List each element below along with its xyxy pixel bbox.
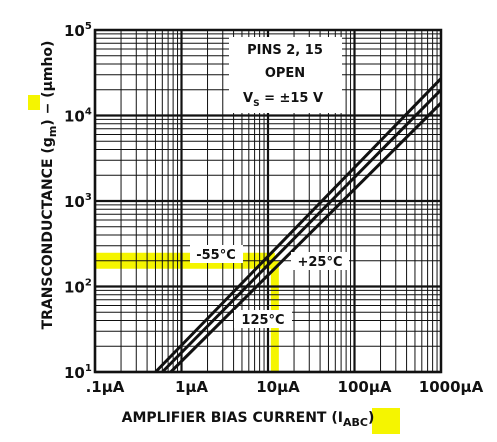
y-tick-exp: 2 xyxy=(85,278,92,289)
y-tick-label: 101 xyxy=(64,363,92,382)
y-tick-exp: 1 xyxy=(85,363,92,374)
x-axis-label-sub: ABC xyxy=(343,416,368,429)
label-bg-minus55 xyxy=(190,245,243,263)
info-box xyxy=(229,37,342,113)
plot-frame xyxy=(93,28,443,374)
y-tick-label: 104 xyxy=(64,107,92,126)
x-tick-label: 10μA xyxy=(256,378,300,396)
y-tick-label: 103 xyxy=(64,192,92,211)
y-tick-label: 102 xyxy=(64,278,92,297)
y-axis-label: TRANSCONDUCTANCE (gm) − (μmho) xyxy=(40,41,59,330)
info-box-line-1: PINS 2, 15 xyxy=(247,43,323,58)
y-axis-label-end: ) − (μmho) xyxy=(40,41,56,126)
info-box-vs: V xyxy=(243,91,253,106)
x-axis-label-main: AMPLIFIER BIAS CURRENT (I xyxy=(122,410,343,426)
axis-labels: AMPLIFIER BIAS CURRENT (IABC) TRANSCONDU… xyxy=(40,41,374,429)
y-tick-exp: 3 xyxy=(85,192,92,203)
label-bg-125 xyxy=(234,310,292,328)
info-box-line-3: VS = ±15 V xyxy=(243,91,323,109)
label-bg-plus25 xyxy=(291,252,349,270)
y-tick-base: 10 xyxy=(64,364,85,382)
x-axis-label-end: ) xyxy=(368,410,374,426)
y-axis-label-sub: m xyxy=(46,126,59,137)
annotation-layer: PINS 2, 15 OPEN VS = ±15 V -55°C +25°C 1… xyxy=(190,37,349,328)
x-tick-label: 100μA xyxy=(338,378,392,396)
highlight-xlabel xyxy=(372,408,400,434)
y-tick-base: 10 xyxy=(64,22,85,40)
y-tick-exp: 4 xyxy=(85,107,92,118)
series-line-1 xyxy=(161,88,443,374)
info-box-line-2: OPEN xyxy=(265,66,305,81)
info-box-vs-value: = ±15 V xyxy=(260,91,324,106)
y-tick-base: 10 xyxy=(64,108,85,126)
y-tick-base: 10 xyxy=(64,193,85,211)
y-tick-label: 105 xyxy=(64,21,92,40)
series-label-minus55: -55°C xyxy=(196,248,236,263)
series-layer xyxy=(154,77,443,374)
info-box-vs-sub: S xyxy=(253,99,259,109)
series-label-125: 125°C xyxy=(241,313,284,328)
highlight-ylabel xyxy=(28,95,40,110)
x-tick-label: .1μA xyxy=(86,378,125,396)
x-tick-label: 1000μA xyxy=(419,378,484,396)
y-tick-base: 10 xyxy=(64,279,85,297)
y-axis-label-main: TRANSCONDUCTANCE (g xyxy=(40,137,56,329)
x-axis-label: AMPLIFIER BIAS CURRENT (IABC) xyxy=(122,410,375,429)
series-line-2 xyxy=(169,101,443,374)
x-tick-label: 1μA xyxy=(175,378,208,396)
series-line-0 xyxy=(154,77,443,374)
y-tick-exp: 5 xyxy=(85,21,92,32)
series-label-plus25: +25°C xyxy=(297,255,342,270)
